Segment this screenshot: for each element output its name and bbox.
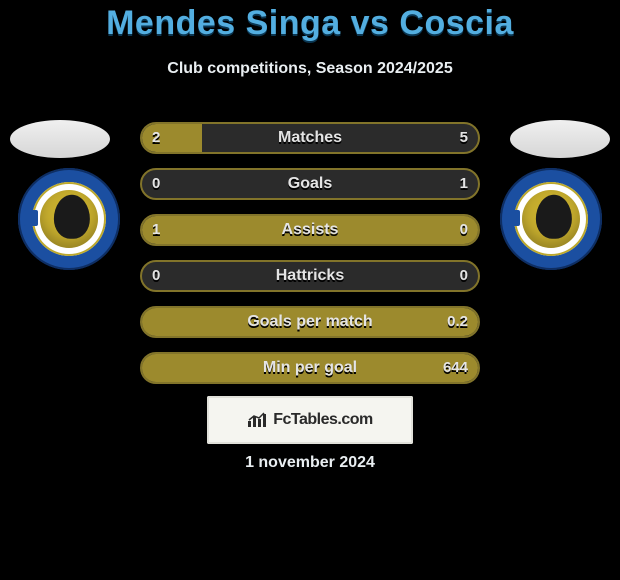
country-oval-left — [10, 120, 110, 158]
stat-value-right: 644 — [443, 352, 468, 384]
page-subtitle: Club competitions, Season 2024/2025 — [0, 60, 620, 78]
stat-fill-right — [142, 308, 478, 336]
stat-value-right: 0 — [460, 214, 468, 246]
stat-row: Matches25 — [140, 122, 480, 154]
stat-value-right: 0.2 — [447, 306, 468, 338]
stat-value-left: 1 — [152, 214, 160, 246]
stat-value-right: 0 — [460, 260, 468, 292]
watermark-plate: FcTables.com — [207, 396, 413, 444]
stat-pill — [140, 214, 480, 246]
stat-row: Min per goal644 — [140, 352, 480, 384]
stat-pill — [140, 260, 480, 292]
stat-value-right: 5 — [460, 122, 468, 154]
stat-pill — [140, 306, 480, 338]
country-oval-right — [510, 120, 610, 158]
stat-fill-left — [142, 216, 478, 244]
stat-fill-right — [142, 354, 478, 382]
page-title: Mendes Singa vs Coscia — [0, 4, 620, 43]
stat-row: Hattricks00 — [140, 260, 480, 292]
stat-value-left: 2 — [152, 122, 160, 154]
club-badge-right — [500, 168, 602, 270]
chart-icon — [247, 412, 267, 428]
stat-row: Goals per match0.2 — [140, 306, 480, 338]
stat-rows: Matches25Goals01Assists10Hattricks00Goal… — [140, 122, 480, 398]
club-badge-left — [18, 168, 120, 270]
watermark-text: FcTables.com — [273, 411, 373, 429]
stat-pill — [140, 122, 480, 154]
stat-pill — [140, 352, 480, 384]
stat-value-right: 1 — [460, 168, 468, 200]
stat-value-left: 0 — [152, 260, 160, 292]
stat-value-left: 0 — [152, 168, 160, 200]
comparison-card: Mendes Singa vs Coscia Club competitions… — [0, 0, 620, 580]
stat-row: Goals01 — [140, 168, 480, 200]
date-label: 1 november 2024 — [0, 454, 620, 472]
stat-pill — [140, 168, 480, 200]
stat-row: Assists10 — [140, 214, 480, 246]
